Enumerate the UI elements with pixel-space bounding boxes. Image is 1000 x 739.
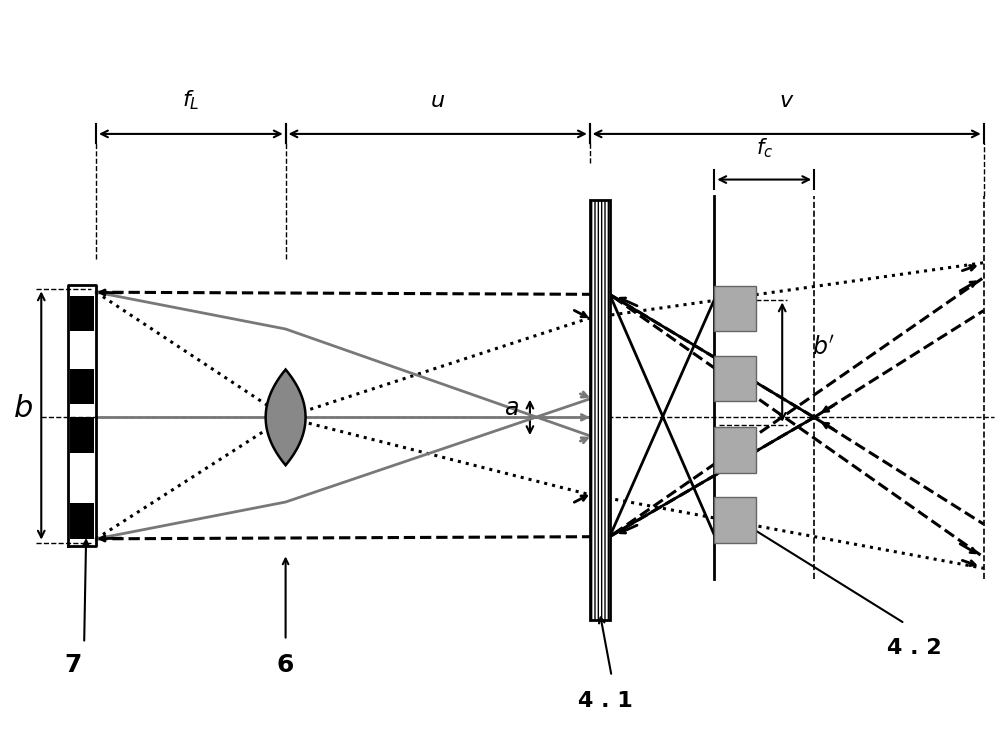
Bar xyxy=(714,427,756,472)
Bar xyxy=(70,503,94,539)
Text: 7: 7 xyxy=(65,653,82,678)
Bar xyxy=(714,285,756,331)
Bar xyxy=(70,369,94,404)
Text: 4 . 2: 4 . 2 xyxy=(887,638,941,658)
Text: $b'$: $b'$ xyxy=(812,336,835,360)
Bar xyxy=(70,418,94,453)
Text: $v$: $v$ xyxy=(779,90,794,112)
Text: 4 . 1: 4 . 1 xyxy=(578,691,633,711)
Text: $f_c$: $f_c$ xyxy=(756,137,773,160)
Text: $u$: $u$ xyxy=(430,90,445,112)
Polygon shape xyxy=(266,370,306,466)
Bar xyxy=(714,497,756,542)
Text: $b$: $b$ xyxy=(13,393,33,424)
Bar xyxy=(590,200,610,620)
Bar xyxy=(714,355,756,401)
Text: 6: 6 xyxy=(277,653,294,678)
Bar xyxy=(70,296,94,331)
Text: $a$: $a$ xyxy=(504,396,519,420)
Text: $f_L$: $f_L$ xyxy=(182,88,200,112)
